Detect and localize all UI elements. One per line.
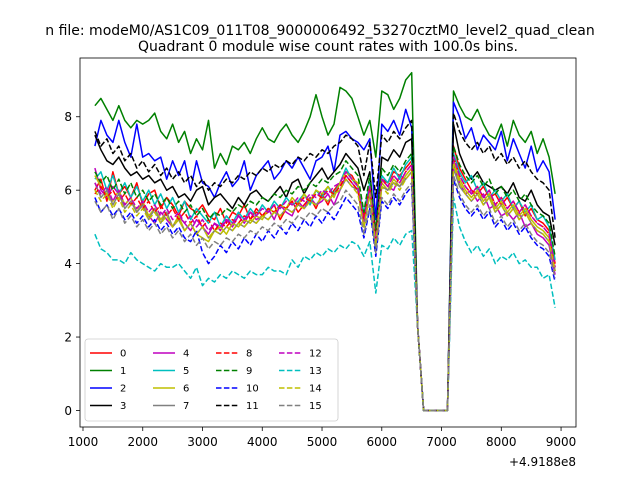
legend-label-4: 4 [183, 349, 189, 360]
series-line-9 [94, 145, 556, 412]
legend-label-13: 13 [309, 366, 322, 377]
x-tick-label: 9000 [546, 435, 577, 449]
legend-label-11: 11 [246, 401, 259, 412]
legend-label-2: 2 [120, 384, 126, 395]
x-tick-label: 5000 [307, 435, 338, 449]
legend-label-10: 10 [246, 384, 259, 395]
x-tick-label: 7000 [426, 435, 457, 449]
series-line-15 [94, 174, 556, 412]
legend-label-3: 3 [120, 401, 126, 412]
x-tick-label: 4000 [247, 435, 278, 449]
y-tick-label: 8 [64, 110, 72, 124]
series-line-14 [94, 163, 556, 412]
y-axis: 0 2 4 6 8 [64, 110, 80, 418]
series-line-13 [94, 196, 556, 412]
legend-label-9: 9 [246, 366, 252, 377]
plot-frame [79, 57, 577, 428]
series-line-1 [94, 71, 556, 412]
x-axis: 1000 2000 3000 4000 5000 6000 7000 8000 9000 [68, 427, 577, 449]
x-tick-label: 3000 [187, 435, 218, 449]
legend-label-1: 1 [120, 366, 126, 377]
x-tick-label: 8000 [486, 435, 517, 449]
y-tick-label: 0 [64, 404, 72, 418]
series-layer [94, 71, 556, 412]
series-line-12 [94, 156, 556, 412]
legend-label-8: 8 [246, 349, 252, 360]
legend-label-15: 15 [309, 401, 322, 412]
x-tick-label: 6000 [367, 435, 398, 449]
series-line-8 [94, 156, 556, 412]
series-line-11 [94, 112, 556, 412]
legend-label-0: 0 [120, 349, 126, 360]
series-line-3 [94, 123, 556, 412]
x-offset-label: +4.9188e8 [509, 455, 576, 469]
y-tick-label: 4 [64, 257, 72, 271]
x-tick-label: 2000 [127, 435, 158, 449]
legend-label-5: 5 [183, 366, 189, 377]
legend-label-14: 14 [309, 384, 322, 395]
chart-title: Quadrant 0 module wise count rates with … [138, 39, 518, 55]
legend-box [84, 338, 339, 422]
y-tick-label: 6 [64, 184, 72, 198]
legend-label-7: 7 [183, 401, 189, 412]
series-line-2 [94, 101, 556, 412]
y-tick-label: 2 [64, 331, 72, 345]
x-tick-label: 1000 [68, 435, 99, 449]
series-line-10 [94, 178, 556, 412]
legend-label-6: 6 [183, 384, 189, 395]
legend-label-12: 12 [309, 349, 322, 360]
figure-suptitle: n file: modeM0/AS1C09_011T08_9000006492_… [45, 23, 594, 39]
